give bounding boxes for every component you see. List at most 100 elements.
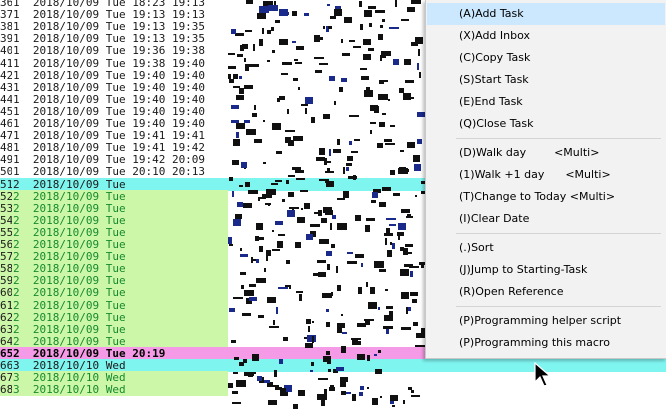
task-line[interactable]: 59 2 2018/10/09 Tue bbox=[0, 274, 666, 287]
task-line[interactable]: 62 2 2018/10/09 Tue bbox=[0, 311, 666, 324]
line-number: 40 bbox=[0, 44, 12, 58]
task-line[interactable]: 60 2 2018/10/09 Tue bbox=[0, 286, 666, 299]
line-text: 1 2018/10/09 Tue 19:40 19:40 bbox=[13, 104, 206, 118]
line-text: 1 2018/10/09 Tue 19:40 19:40 bbox=[13, 68, 206, 82]
task-line[interactable]: 46 1 2018/10/09 Tue 19:40 19:40 bbox=[0, 117, 666, 130]
task-line[interactable]: 44 1 2018/10/09 Tue 19:40 19:40 bbox=[0, 93, 666, 106]
task-line[interactable]: 63 2 2018/10/09 Tue bbox=[0, 323, 666, 336]
line-number: 52 bbox=[0, 189, 12, 203]
line-number: 49 bbox=[0, 153, 12, 167]
line-number: 68 bbox=[0, 383, 12, 397]
line-number: 36 bbox=[0, 0, 12, 9]
line-text: 3 2018/10/10 Wed bbox=[13, 371, 126, 385]
row-highlight bbox=[0, 238, 228, 251]
line-number: 42 bbox=[0, 68, 12, 82]
line-text: 2 2018/10/09 Tue bbox=[13, 298, 126, 312]
row-highlight bbox=[0, 274, 228, 288]
menu-item-sort[interactable]: (.)Sort bbox=[459, 241, 494, 254]
line-text: 1 2018/10/09 Tue 19:42 20:09 bbox=[13, 153, 206, 167]
line-text: 1 2018/10/09 Tue 19:38 19:40 bbox=[13, 56, 206, 70]
line-number: 62 bbox=[0, 310, 12, 324]
task-line[interactable]: 55 2 2018/10/09 Tue bbox=[0, 226, 666, 239]
menu-item-walk-day[interactable]: (D)Walk day <Multi> bbox=[459, 146, 600, 159]
task-line[interactable]: 64 2 2018/10/09 Tue bbox=[0, 335, 666, 348]
menu-item-jump-to-starting-task[interactable]: (J)Jump to Starting-Task bbox=[459, 263, 588, 276]
task-line[interactable]: 36 1 2018/10/09 Tue 18:23 19:13 bbox=[0, 0, 666, 9]
line-number: 56 bbox=[0, 238, 12, 251]
menu-item-end-task[interactable]: (E)End Task bbox=[459, 95, 523, 108]
line-text: 1 2018/10/09 Tue 18:23 19:13 bbox=[13, 0, 206, 9]
task-line[interactable]: 43 1 2018/10/09 Tue 19:40 19:40 bbox=[0, 81, 666, 94]
row-highlight bbox=[0, 310, 228, 324]
menu-item-walk-plus-1-day[interactable]: (1)Walk +1 day <Multi> bbox=[459, 168, 611, 181]
task-line[interactable]: 49 1 2018/10/09 Tue 19:42 20:09 bbox=[0, 153, 666, 166]
line-number: 64 bbox=[0, 334, 12, 348]
line-number: 47 bbox=[0, 129, 12, 143]
menu-item-add-task[interactable]: (A)Add Task bbox=[427, 3, 665, 25]
menu-separator bbox=[456, 233, 661, 234]
task-line[interactable]: 41 1 2018/10/09 Tue 19:38 19:40 bbox=[0, 57, 666, 70]
line-text: 3 2018/10/10 Wed bbox=[13, 359, 126, 372]
line-text: 1 2018/10/09 Tue 19:13 19:35 bbox=[13, 32, 206, 46]
line-text: 1 2018/10/09 Tue 20:10 20:13 bbox=[13, 165, 206, 179]
task-line[interactable]: 50 1 2018/10/09 Tue 20:10 20:13 bbox=[0, 165, 666, 178]
line-number: 48 bbox=[0, 141, 12, 155]
line-text: 1 2018/10/09 Tue 19:41 19:42 bbox=[13, 141, 206, 155]
task-line[interactable]: 37 1 2018/10/09 Tue 19:13 19:13 bbox=[0, 8, 666, 21]
menu-item-close-task[interactable]: (Q)Close Task bbox=[459, 117, 534, 130]
line-text: 1 2018/10/09 Tue 19:41 19:41 bbox=[13, 129, 206, 143]
line-number: 54 bbox=[0, 213, 12, 227]
task-line[interactable]: 52 2 2018/10/09 Tue bbox=[0, 190, 666, 203]
line-number: 37 bbox=[0, 8, 12, 22]
row-highlight bbox=[0, 298, 228, 312]
line-text: 1 2018/10/09 Tue 19:13 19:13 bbox=[13, 8, 206, 22]
line-text: 2 2018/10/09 Tue bbox=[13, 177, 126, 191]
task-line[interactable]: 42 1 2018/10/09 Tue 19:40 19:40 bbox=[0, 69, 666, 82]
menu-item-add-inbox[interactable]: (X)Add Inbox bbox=[459, 29, 531, 42]
line-number: 44 bbox=[0, 92, 12, 106]
task-line[interactable]: 57 2 2018/10/09 Tue bbox=[0, 250, 666, 263]
row-highlight bbox=[0, 383, 228, 397]
menu-item-programming-this-macro[interactable]: (P)Programming this macro bbox=[459, 336, 610, 349]
task-line[interactable]: 65 2 2018/10/09 Tue 20:19 bbox=[0, 347, 666, 360]
task-line[interactable]: 67 3 2018/10/10 Wed bbox=[0, 371, 666, 384]
task-line[interactable]: 61 2 2018/10/09 Tue bbox=[0, 299, 666, 312]
task-line[interactable]: 51 2 2018/10/09 Tue bbox=[0, 178, 666, 191]
line-text: 2 2018/10/09 Tue bbox=[13, 286, 126, 300]
line-number: 55 bbox=[0, 225, 12, 239]
task-line[interactable]: 54 2 2018/10/09 Tue bbox=[0, 214, 666, 227]
line-number: 41 bbox=[0, 56, 12, 70]
menu-item-change-to-today[interactable]: (T)Change to Today <Multi> bbox=[459, 190, 616, 203]
menu-item-copy-task[interactable]: (C)Copy Task bbox=[459, 51, 531, 64]
task-line[interactable]: 47 1 2018/10/09 Tue 19:41 19:41 bbox=[0, 129, 666, 142]
task-line[interactable]: 39 1 2018/10/09 Tue 19:13 19:35 bbox=[0, 32, 666, 45]
line-number: 59 bbox=[0, 274, 12, 288]
line-number: 65 bbox=[0, 346, 12, 360]
task-line[interactable]: 45 1 2018/10/09 Tue 19:40 19:40 bbox=[0, 105, 666, 118]
task-line[interactable]: 68 3 2018/10/10 Wed bbox=[0, 383, 666, 396]
line-text: 2 2018/10/09 Tue bbox=[13, 213, 126, 227]
line-number: 43 bbox=[0, 80, 12, 94]
task-line[interactable]: 53 2 2018/10/09 Tue bbox=[0, 202, 666, 215]
line-number: 58 bbox=[0, 262, 12, 276]
line-text: 2 2018/10/09 Tue bbox=[13, 274, 126, 288]
menu-item-clear-date[interactable]: (I)Clear Date bbox=[459, 212, 530, 225]
task-line[interactable]: 66 3 2018/10/10 Wed bbox=[0, 359, 666, 372]
line-text: 2 2018/10/09 Tue 20:19 bbox=[13, 346, 166, 360]
menu-item-open-reference[interactable]: (R)Open Reference bbox=[459, 285, 564, 298]
row-highlight bbox=[0, 262, 228, 276]
task-line[interactable]: 56 2 2018/10/09 Tue bbox=[0, 238, 666, 251]
line-text: 2 2018/10/09 Tue bbox=[13, 189, 126, 203]
menu-item-start-task[interactable]: (S)Start Task bbox=[459, 73, 529, 86]
menu-item-programming-helper-script[interactable]: (P)Programming helper script bbox=[459, 314, 622, 327]
line-text: 1 2018/10/09 Tue 19:13 19:35 bbox=[13, 20, 206, 34]
line-number: 50 bbox=[0, 165, 12, 179]
task-line[interactable]: 58 2 2018/10/09 Tue bbox=[0, 262, 666, 275]
line-text: 2 2018/10/09 Tue bbox=[13, 310, 126, 324]
task-line[interactable]: 40 1 2018/10/09 Tue 19:36 19:38 bbox=[0, 44, 666, 57]
task-line[interactable]: 48 1 2018/10/09 Tue 19:41 19:42 bbox=[0, 141, 666, 154]
task-line[interactable]: 38 1 2018/10/09 Tue 19:13 19:35 bbox=[0, 20, 666, 33]
row-highlight bbox=[0, 371, 228, 385]
line-number: 51 bbox=[0, 177, 12, 191]
mouse-pointer-icon bbox=[534, 362, 552, 387]
